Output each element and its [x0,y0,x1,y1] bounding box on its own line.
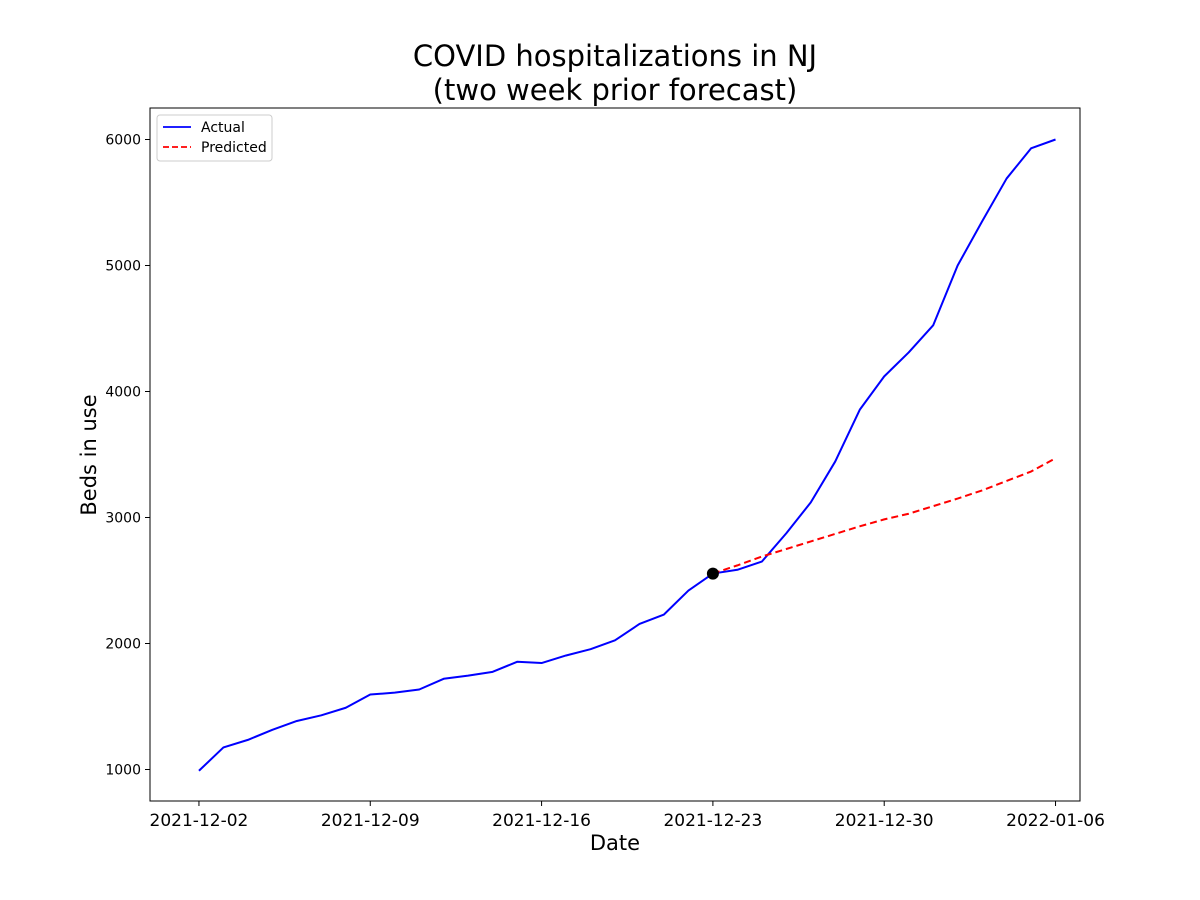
chart-title: COVID hospitalizations in NJ [413,39,817,73]
y-tick-label: 6000 [105,133,141,149]
x-tick-label: 2021-12-09 [321,811,420,831]
y-tick-label: 1000 [105,763,141,779]
x-tick-label: 2021-12-02 [150,811,249,831]
y-axis-label: Beds in use [77,394,101,515]
x-tick-label: 2021-12-30 [835,811,934,831]
y-tick-label: 4000 [105,385,141,401]
y-axis: 1000 2000 3000 4000 5000 6000 [105,133,150,779]
x-tick-label: 2021-12-23 [663,811,762,831]
plot-area [150,108,1080,801]
legend-label-predicted: Predicted [201,140,267,156]
y-tick-label: 5000 [105,259,141,275]
legend: Actual Predicted [156,114,273,162]
series-line-actual [198,138,1056,772]
x-tick-label: 2021-12-16 [492,811,591,831]
x-axis-label: Date [590,831,640,855]
series-line-predicted [712,457,1057,575]
y-tick-label: 2000 [105,637,141,653]
marker-layer [706,567,719,580]
x-tick-label: 2022-01-06 [1006,811,1105,831]
x-axis: 2021-12-02 2021-12-09 2021-12-16 2021-12-23… [150,801,1105,831]
series-layer [198,138,1057,772]
chart-subtitle: (two week prior forecast) [433,73,798,107]
plot-frame [149,107,1081,802]
legend-label-actual: Actual [201,120,245,136]
forecast-start-marker [706,567,719,580]
y-tick-label: 3000 [105,511,141,527]
